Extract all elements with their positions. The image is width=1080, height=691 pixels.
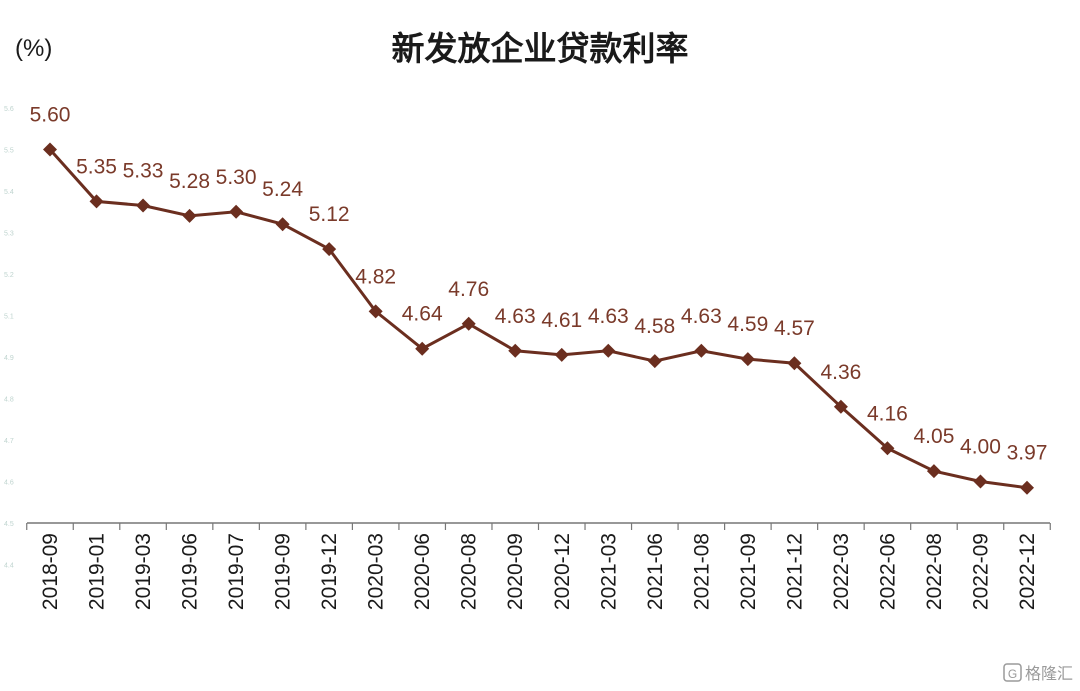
y-tick-label: 5.5	[4, 148, 14, 155]
x-tick-label: 2022-09	[969, 533, 992, 610]
data-point	[1020, 480, 1034, 495]
data-label: 4.16	[867, 402, 908, 425]
y-tick-label: 5.6	[4, 106, 14, 113]
x-tick-label: 2022-12	[1016, 533, 1039, 610]
data-label: 5.33	[123, 160, 164, 183]
data-label: 4.63	[588, 305, 629, 328]
y-tick-label: 4.4	[4, 563, 14, 570]
data-label: 4.58	[634, 315, 675, 338]
y-tick-label: 5.1	[4, 314, 14, 321]
y-tick-label: 5.4	[4, 189, 14, 196]
y-tick-label: 4.5	[4, 521, 14, 528]
data-label: 5.24	[262, 178, 303, 201]
x-tick-label: 2020-08	[458, 533, 481, 610]
data-label: 5.60	[30, 104, 71, 127]
x-tick-label: 2020-06	[411, 533, 434, 610]
data-point	[740, 352, 755, 367]
data-point	[508, 343, 523, 358]
data-point	[368, 304, 383, 319]
data-point	[787, 356, 802, 371]
data-label: 4.64	[402, 303, 443, 326]
data-point	[647, 354, 662, 369]
data-label: 5.35	[76, 155, 117, 178]
x-tick-label: 2020-03	[365, 533, 388, 610]
y-tick-label: 5.3	[4, 231, 14, 238]
data-label: 5.28	[169, 170, 210, 193]
data-label: 4.57	[774, 317, 815, 340]
data-label: 4.82	[355, 265, 396, 288]
data-labels: 5.60 5.35 5.33 5.28 5.305.24 5.12 4.82 4.644.76…	[30, 104, 1048, 465]
data-point	[973, 474, 988, 489]
x-tick-label: 2022-08	[923, 533, 946, 610]
data-label: 4.76	[448, 278, 489, 301]
data-label: 3.97	[1007, 442, 1048, 465]
x-tick-label: 2022-03	[830, 533, 853, 610]
data-point	[136, 198, 151, 213]
data-label: 4.63	[495, 305, 536, 328]
data-label: 4.05	[914, 425, 955, 448]
g-logo-icon-glyph: G	[1008, 667, 1017, 681]
x-tick-label: 2021-03	[597, 533, 620, 610]
data-point	[554, 347, 569, 362]
y-tick-label: 4.6	[4, 480, 14, 487]
data-point	[694, 343, 709, 358]
data-point	[415, 341, 430, 356]
g-logo-icon	[1003, 663, 1022, 682]
y-tick-label: 4.8	[4, 397, 14, 404]
data-point	[322, 242, 337, 257]
data-point	[833, 399, 848, 414]
y-tick-label: 4.7	[4, 438, 14, 445]
data-label: 4.36	[820, 361, 861, 384]
data-point	[601, 343, 616, 358]
data-point	[461, 316, 476, 331]
data-point	[89, 194, 104, 209]
data-point	[880, 441, 895, 456]
series-markers	[43, 142, 1034, 495]
x-tick-label: 2020-09	[504, 533, 527, 610]
x-tick-labels: 2018-09 2019-01 2019-03 2019-06 2019-07 2019-…	[39, 533, 1039, 610]
chart-title: 新发放企业贷款利率	[392, 29, 689, 68]
x-tick-label: 2019-03	[132, 533, 155, 610]
x-axis-ticks	[26, 523, 1051, 530]
x-tick-label: 2019-12	[318, 533, 341, 610]
x-tick-label: 2021-06	[644, 533, 667, 610]
data-label: 4.59	[727, 313, 768, 336]
x-tick-label: 2019-01	[86, 533, 109, 610]
data-label: 4.00	[960, 436, 1001, 459]
watermark: G 格隆汇	[1003, 663, 1073, 683]
data-label: 4.63	[681, 305, 722, 328]
series-line	[48, 148, 1028, 490]
unit-label: (%)	[15, 35, 52, 62]
x-tick-label: 2021-12	[783, 533, 806, 610]
y-tick-label: 5.2	[4, 272, 14, 279]
data-point	[229, 204, 244, 219]
x-tick-label: 2019-07	[225, 533, 248, 610]
x-tick-label: 2019-06	[179, 533, 202, 610]
data-label: 4.61	[541, 309, 582, 332]
watermark-text: 格隆汇	[1025, 664, 1073, 683]
data-point	[182, 208, 197, 223]
x-tick-label: 2018-09	[39, 533, 62, 610]
data-label: 5.12	[309, 203, 350, 226]
x-tick-label: 2021-08	[690, 533, 713, 610]
data-label: 5.30	[216, 166, 257, 189]
data-point	[926, 464, 941, 479]
x-tick-label: 2019-09	[272, 533, 295, 610]
x-tick-label: 2020-12	[551, 533, 574, 610]
data-point	[43, 142, 57, 157]
y-tick-label: 4.9	[4, 355, 14, 362]
data-point	[275, 217, 290, 232]
y-axis-ticks: 5.6 5.5 5.4 5.3 5.2 5.1 4.9 4.8 4.7 4.6 4.5 4.4	[4, 106, 14, 570]
x-tick-label: 2021-09	[737, 533, 760, 610]
x-tick-label: 2022-06	[876, 533, 899, 610]
